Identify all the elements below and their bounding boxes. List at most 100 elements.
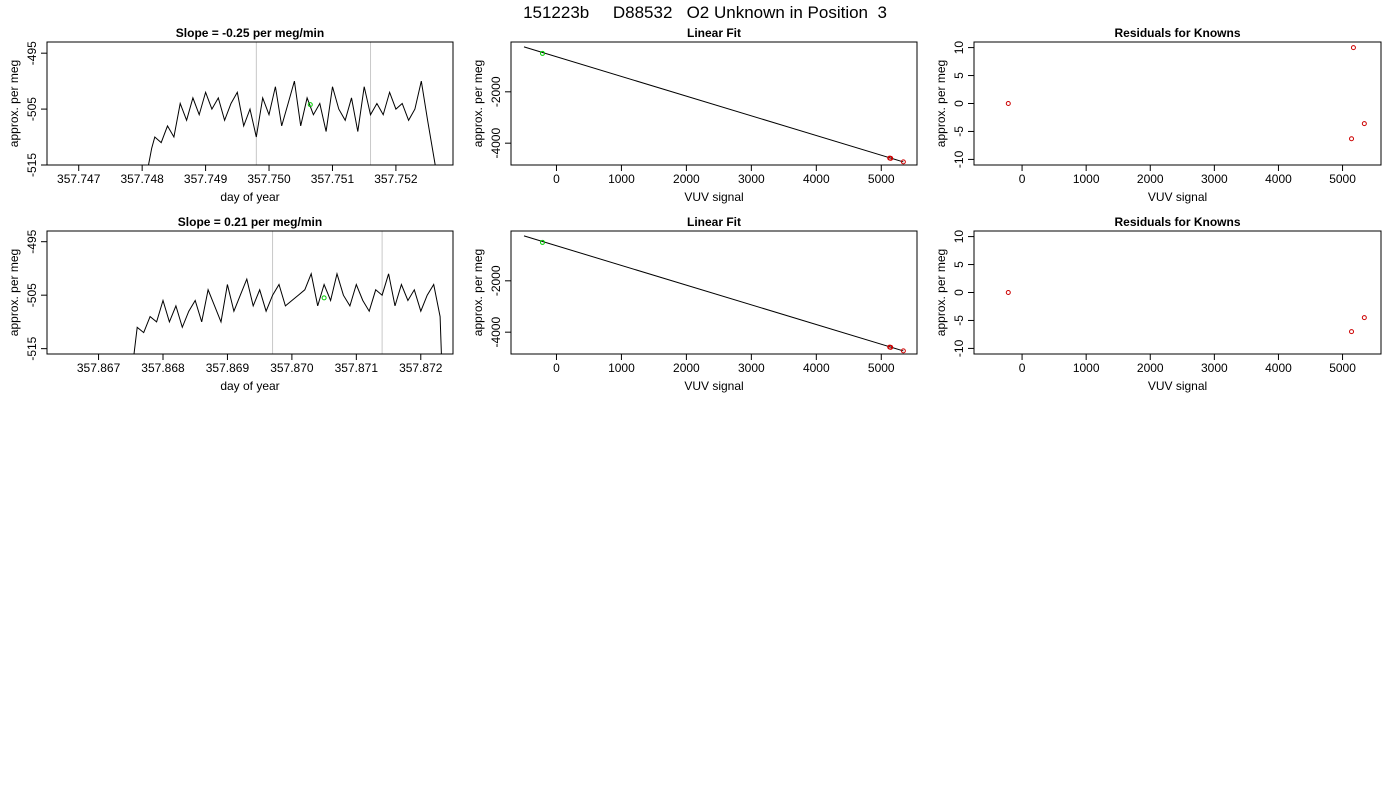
plot-frame	[973, 41, 1382, 166]
x-tick-label: 3000	[738, 172, 765, 186]
y-tick-label: -4000	[489, 128, 503, 159]
y-tick-label: 10	[952, 41, 966, 55]
y-tick-label: -495	[25, 229, 39, 253]
x-tick-label: 2000	[673, 361, 700, 375]
plot-area-6	[1005, 290, 1367, 335]
x-tick-label: 3000	[1201, 361, 1228, 375]
panel-4: Slope = 0.21 per meg/min 357.867 357.868 35…	[7, 215, 454, 393]
x-tick-label: 4000	[803, 361, 830, 375]
plot-area-2	[523, 46, 906, 165]
panel-title: Slope = 0.21 per meg/min	[178, 215, 322, 229]
x-tick-label: 2000	[1137, 361, 1164, 375]
y-axis-label: approx. per meg	[7, 60, 21, 147]
x-tick-label: 357.869	[206, 361, 250, 375]
known-point	[900, 348, 906, 354]
y-tick-label: -4000	[489, 317, 503, 348]
y-tick-label: -515	[25, 336, 39, 360]
fit-line	[523, 46, 904, 163]
unknown-point	[540, 239, 546, 245]
x-tick-label: 357.748	[120, 172, 164, 186]
unknown-point	[540, 50, 546, 56]
plot-area-3	[1005, 45, 1367, 142]
x-tick-label: 0	[553, 361, 560, 375]
x-tick-label: 2000	[673, 172, 700, 186]
residual-point	[1350, 45, 1356, 51]
y-axis-label: approx. per meg	[471, 249, 485, 336]
x-tick-label: 4000	[1265, 172, 1292, 186]
plot-frame	[510, 230, 918, 355]
residual-point	[1349, 136, 1355, 142]
x-tick-label: 3000	[1201, 172, 1228, 186]
x-tick-label: 4000	[803, 172, 830, 186]
y-tick-label: -5	[952, 126, 966, 137]
plot-frame	[510, 41, 918, 166]
x-tick-label: 5000	[868, 172, 895, 186]
panels: Slope = -0.25 per meg/min 357.747 357.748 3…	[7, 26, 1382, 393]
y-tick-label: 0	[952, 289, 966, 296]
figure-title: 151223b D88532 O2 Unknown in Position 3	[523, 3, 887, 22]
x-tick-label: 357.747	[57, 172, 101, 186]
panel-5: Linear Fit 0 1000 2000 3000 4000 5000 -2000 -400…	[471, 215, 918, 393]
plot-area-5	[523, 235, 906, 354]
panel-title: Slope = -0.25 per meg/min	[176, 26, 324, 40]
panel-3: Residuals for Knowns 0 1000 2000 3000 4000 500…	[934, 26, 1382, 204]
residual-point	[1005, 290, 1011, 295]
y-tick-label: -2000	[489, 76, 503, 107]
panel-title: Residuals for Knowns	[1114, 215, 1240, 229]
plot-area-1	[148, 42, 436, 165]
y-tick-label: -10	[952, 150, 966, 168]
x-tick-label: 357.749	[184, 172, 228, 186]
x-tick-label: 357.751	[311, 172, 355, 186]
plot-frame	[46, 41, 454, 166]
x-tick-label: 1000	[608, 172, 635, 186]
mean-marker	[321, 295, 327, 301]
x-tick-label: 2000	[1137, 172, 1164, 186]
x-tick-label: 357.867	[77, 361, 121, 375]
panel-title: Linear Fit	[687, 215, 741, 229]
x-tick-label: 357.752	[374, 172, 418, 186]
x-axis-label: day of year	[220, 190, 279, 204]
x-axis-label: day of year	[220, 379, 279, 393]
y-tick-label: -495	[25, 41, 39, 65]
x-tick-label: 4000	[1265, 361, 1292, 375]
x-tick-label: 0	[1019, 172, 1026, 186]
y-tick-label: -2000	[489, 265, 503, 296]
x-tick-label: 357.750	[247, 172, 291, 186]
y-tick-label: -505	[25, 283, 39, 307]
x-axis-label: VUV signal	[1148, 379, 1207, 393]
known-point	[888, 344, 894, 350]
x-tick-label: 357.868	[141, 361, 185, 375]
fit-line	[523, 235, 904, 352]
panel-title: Residuals for Knowns	[1114, 26, 1240, 40]
y-tick-label: -505	[25, 97, 39, 121]
y-tick-label: 5	[952, 72, 966, 79]
y-tick-label: -5	[952, 315, 966, 326]
known-point	[888, 155, 894, 161]
y-tick-label: 0	[952, 100, 966, 107]
y-axis-label: approx. per meg	[471, 60, 485, 147]
x-tick-label: 357.872	[399, 361, 443, 375]
residual-point	[1361, 121, 1367, 127]
x-tick-label: 0	[553, 172, 560, 186]
plot-frame	[46, 230, 454, 355]
panel-2: Linear Fit 0 1000 2000 3000 4000 5000 -2000 -400…	[471, 26, 918, 204]
residual-point	[1361, 315, 1367, 321]
x-tick-label: 5000	[868, 361, 895, 375]
x-tick-label: 357.871	[335, 361, 379, 375]
x-tick-label: 1000	[1073, 172, 1100, 186]
y-tick-label: -515	[25, 153, 39, 177]
x-tick-label: 5000	[1329, 361, 1356, 375]
x-tick-label: 5000	[1329, 172, 1356, 186]
plot-frame	[973, 230, 1382, 355]
known-point	[900, 159, 906, 165]
y-tick-label: 5	[952, 261, 966, 268]
x-tick-label: 1000	[608, 361, 635, 375]
y-axis-label: approx. per meg	[7, 249, 21, 336]
residual-point	[1349, 329, 1355, 335]
x-tick-label: 357.870	[270, 361, 314, 375]
residual-point	[1005, 101, 1011, 106]
x-tick-label: 1000	[1073, 361, 1100, 375]
y-axis-label: approx. per meg	[934, 249, 948, 336]
y-tick-label: 10	[952, 230, 966, 244]
